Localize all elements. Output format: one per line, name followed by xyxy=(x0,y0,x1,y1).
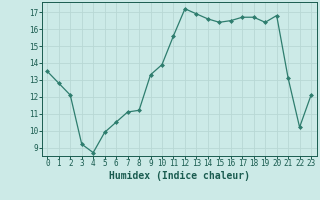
X-axis label: Humidex (Indice chaleur): Humidex (Indice chaleur) xyxy=(109,171,250,181)
